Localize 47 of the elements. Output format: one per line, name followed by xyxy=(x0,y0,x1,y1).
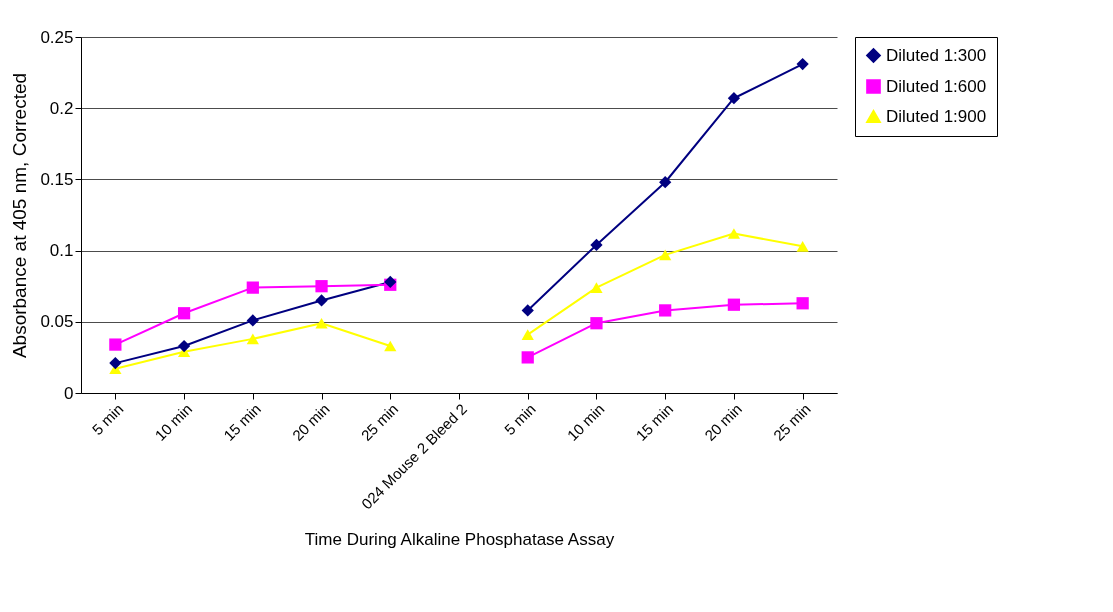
legend-label: Diluted 1:300 xyxy=(886,45,987,65)
point xyxy=(384,340,397,352)
x-tick-label: 5 min xyxy=(500,400,539,439)
point xyxy=(727,228,741,239)
point xyxy=(659,249,672,261)
y-tick-label: 0.1 xyxy=(49,241,74,261)
point xyxy=(727,92,741,105)
point xyxy=(796,241,809,252)
point xyxy=(796,57,809,71)
point xyxy=(659,176,672,189)
point xyxy=(590,238,603,252)
y-tick-label: 0.05 xyxy=(40,312,74,332)
x-tick-label: 15 min xyxy=(220,400,264,444)
point xyxy=(315,317,328,329)
x-tick-label: 5 min xyxy=(88,400,127,439)
x-tick-label: 10 min xyxy=(563,400,608,444)
y-tick-label: 0.15 xyxy=(40,169,74,189)
x-tick-label: 20 min xyxy=(288,400,333,444)
point xyxy=(727,298,741,311)
point xyxy=(590,282,603,293)
point xyxy=(521,351,534,364)
point xyxy=(246,314,259,327)
x-tick-label: 25 min xyxy=(357,400,402,444)
x-axis-title: Time During Alkaline Phosphatase Assay xyxy=(304,530,615,550)
point xyxy=(109,338,122,351)
point xyxy=(521,304,534,317)
point xyxy=(177,307,191,320)
point xyxy=(659,304,672,317)
x-tick-label: 25 min xyxy=(769,400,814,444)
point xyxy=(177,339,191,353)
point xyxy=(590,317,603,330)
point xyxy=(796,297,809,310)
y-tick-label: 0 xyxy=(64,383,74,403)
point xyxy=(521,329,534,340)
y-tick-label: 0.25 xyxy=(40,27,74,47)
x-tick-label: 10 min xyxy=(151,400,196,444)
y-axis-title: Absorbance at 405 nm, Corrected xyxy=(9,72,31,359)
legend-label: Diluted 1:900 xyxy=(886,106,987,126)
y-tick-label: 0.2 xyxy=(49,98,74,118)
point xyxy=(246,281,259,294)
point xyxy=(246,333,259,345)
point xyxy=(109,356,122,370)
point xyxy=(315,294,328,307)
legend-label: Diluted 1:600 xyxy=(886,76,987,96)
x-tick-label: 15 min xyxy=(632,400,677,444)
point xyxy=(315,280,328,293)
x-tick-label: 20 min xyxy=(701,400,746,444)
